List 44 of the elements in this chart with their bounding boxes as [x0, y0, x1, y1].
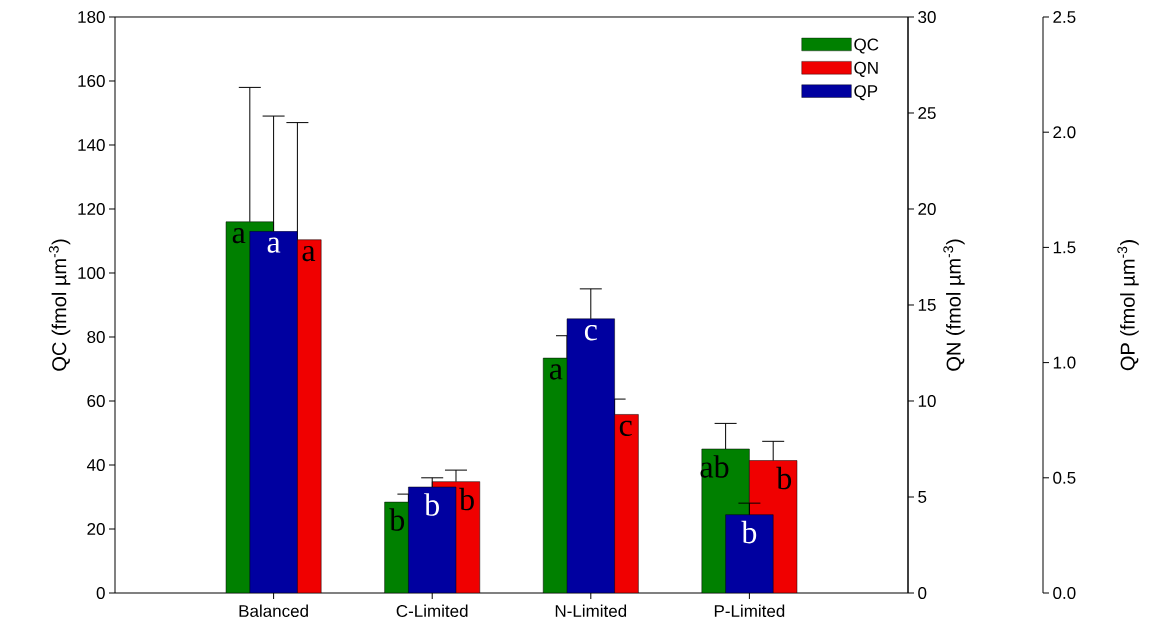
annotation: b: [741, 520, 757, 544]
y2-axis-title: QN (fmol µm$^{-3}$): [943, 239, 965, 371]
y3-axis-title: QP (fmol µm$^{-3}$): [1117, 240, 1139, 371]
y-tick-label: 20: [87, 522, 105, 536]
y-tick-label: 100: [78, 266, 105, 280]
annotation: c: [619, 420, 632, 437]
y-tick-label: 0: [96, 586, 105, 600]
annotation: a: [232, 228, 246, 244]
y3-tick-label: 1.0: [1053, 356, 1076, 369]
x-tick-label: Balanced: [239, 604, 308, 618]
legend-label: QC: [854, 38, 879, 54]
legend-label: QP: [854, 85, 878, 101]
annotation: b: [776, 466, 792, 490]
x-tick-label: P-Limited: [714, 604, 785, 618]
y-tick-label: 120: [78, 202, 105, 216]
annotation: a: [267, 237, 281, 253]
y2-tick-label: 30: [918, 10, 936, 24]
annotation: a: [302, 245, 316, 262]
annotation: a: [549, 364, 563, 380]
y3-tick-label: 2.5: [1053, 10, 1076, 24]
x-tick-label: N-Limited: [555, 604, 627, 618]
y-tick-label: 160: [78, 74, 105, 88]
annotation: b: [459, 487, 474, 511]
annotation: b: [424, 493, 439, 516]
y-tick-label: 40: [86, 458, 105, 472]
y2-tick-label: 5: [918, 491, 927, 503]
y2-tick-label: 25: [918, 106, 936, 120]
y3-tick-label: 2.0: [1053, 126, 1076, 139]
y3-tick-label: 0.0: [1053, 586, 1076, 600]
y-tick-label: 60: [87, 394, 105, 408]
x-tick-label: C-Limited: [396, 604, 468, 618]
y-axis-title: QC (fmol µm$^{-3}$): [48, 239, 71, 371]
y-tick-label: 180: [78, 10, 105, 24]
y2-tick-label: 0: [918, 586, 927, 600]
y3-tick-label: 0.5: [1053, 471, 1076, 484]
y-tick-label: 140: [78, 138, 105, 152]
legend-label: QN: [854, 61, 878, 77]
y3-tick-label: 1.5: [1053, 241, 1076, 254]
y-tick-label: 80: [87, 330, 105, 344]
y2-tick-label: 15: [918, 299, 936, 311]
y2-tick-label: 10: [918, 394, 936, 408]
annotation: b: [389, 508, 405, 531]
y2-tick-label: 20: [918, 202, 936, 216]
annotation: c: [584, 325, 597, 341]
